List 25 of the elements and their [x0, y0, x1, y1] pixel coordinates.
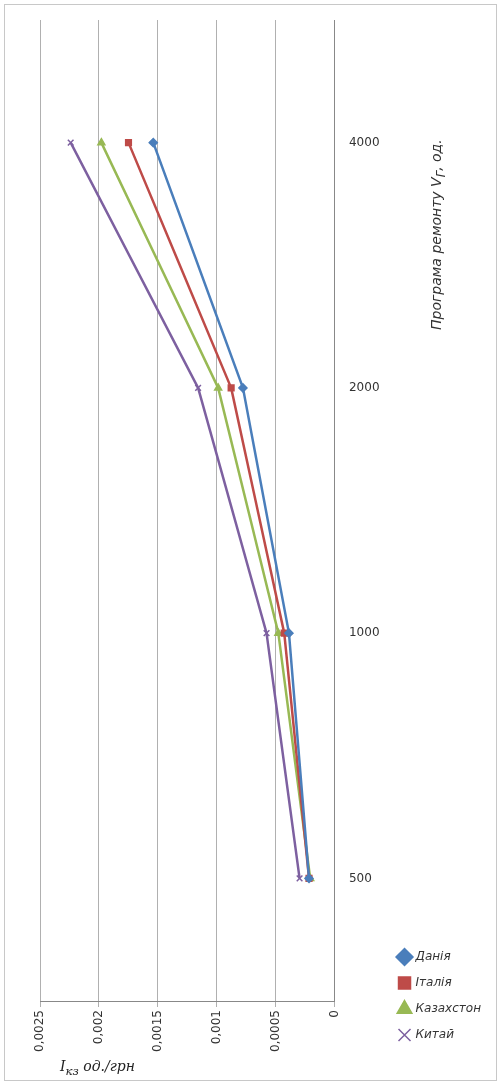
point — [124, 139, 133, 147]
point — [296, 874, 304, 882]
point — [97, 137, 106, 146]
point — [148, 137, 159, 148]
legend-label: Китай — [415, 1027, 455, 1042]
point — [213, 383, 223, 391]
point — [194, 384, 202, 392]
point — [238, 383, 248, 393]
y-tick-label: 4000 — [348, 134, 380, 149]
y-tick-label: 1000 — [348, 625, 380, 640]
x-tick-label: 0,001 — [209, 1010, 224, 1045]
point — [227, 384, 235, 392]
x-tick-label: 0,0005 — [268, 1010, 283, 1053]
legend-label: Італія — [415, 975, 452, 990]
point — [284, 628, 294, 638]
x-axis-title: I$_{кз}$ од./грн — [60, 1058, 136, 1078]
x-tick-label: 0,0025 — [32, 1010, 47, 1053]
legend-label: Данія — [414, 949, 451, 964]
x-tick-label: 0 — [327, 1010, 342, 1018]
x-tick-label: 0,002 — [91, 1010, 106, 1045]
y-tick-label: 500 — [348, 870, 372, 885]
legend-label: Казахстон — [415, 1001, 482, 1016]
y-tick-label: 2000 — [348, 380, 380, 394]
x-tick-label: 0,0015 — [150, 1010, 165, 1053]
point — [67, 139, 75, 147]
